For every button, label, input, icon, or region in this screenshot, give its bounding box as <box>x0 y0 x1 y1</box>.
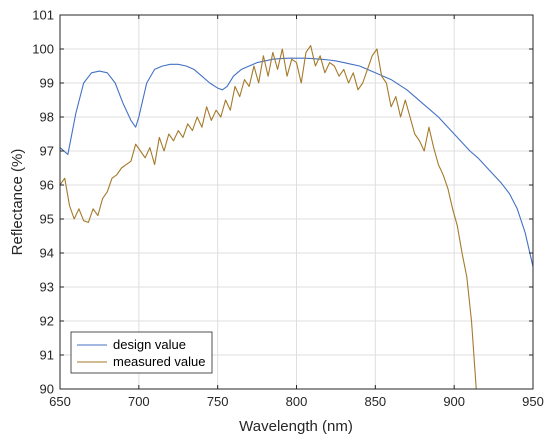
x-tick-label: 950 <box>522 394 544 409</box>
x-tick-label: 850 <box>364 394 386 409</box>
x-tick-label: 900 <box>443 394 465 409</box>
x-tick-label: 650 <box>49 394 71 409</box>
legend-box <box>70 331 213 374</box>
y-tick-label: 97 <box>40 144 54 159</box>
y-tick-label: 101 <box>32 8 54 23</box>
y-tick-label: 91 <box>40 348 54 363</box>
y-tick-label: 93 <box>40 280 54 295</box>
x-axis-title: Wavelength (nm) <box>239 418 353 435</box>
axis-ticks: 650 700 750 800 850 900 950 90 91 92 93 94 95 96 97 98 9… <box>32 8 544 410</box>
series-line-design <box>59 57 534 267</box>
y-tick-label: 90 <box>40 382 54 397</box>
y-tick-label: 95 <box>40 212 54 227</box>
y-tick-label: 100 <box>32 42 54 57</box>
legend-label-design: design value <box>113 337 186 352</box>
series-line-measured <box>59 45 477 390</box>
y-tick-label: 92 <box>40 314 54 329</box>
y-tick-label: 94 <box>40 246 54 261</box>
legend: design value measured value <box>70 331 213 374</box>
y-tick-label: 96 <box>40 178 54 193</box>
series-lines <box>59 45 534 390</box>
y-axis-title: Reflectance (%) <box>9 149 26 256</box>
x-tick-label: 750 <box>207 394 229 409</box>
legend-label-measured: measured value <box>113 354 206 369</box>
x-tick-label: 700 <box>128 394 150 409</box>
y-tick-label: 99 <box>40 76 54 91</box>
x-tick-label: 800 <box>286 394 308 409</box>
y-tick-label: 98 <box>40 110 54 125</box>
